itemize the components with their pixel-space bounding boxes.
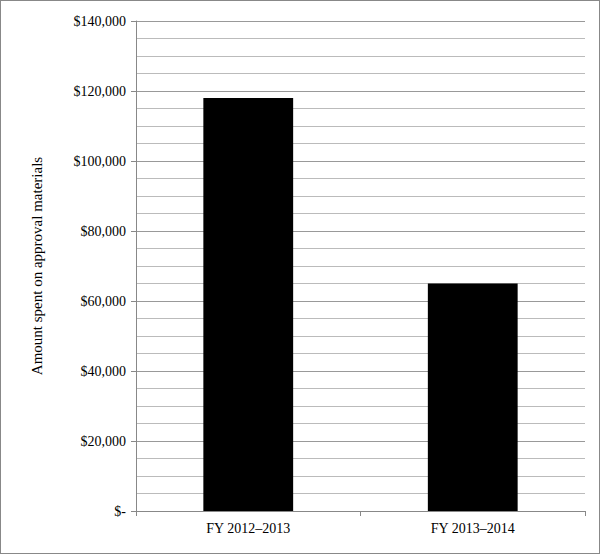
svg-text:FY 2013–2014: FY 2013–2014 bbox=[431, 521, 515, 536]
svg-text:$140,000: $140,000 bbox=[74, 14, 127, 29]
svg-text:$100,000: $100,000 bbox=[74, 154, 127, 169]
svg-text:Amount spent on approval mater: Amount spent on approval materials bbox=[29, 157, 45, 375]
svg-text:$-: $- bbox=[114, 504, 126, 519]
svg-text:$120,000: $120,000 bbox=[74, 84, 127, 99]
svg-text:$40,000: $40,000 bbox=[81, 364, 127, 379]
svg-text:$60,000: $60,000 bbox=[81, 294, 127, 309]
svg-text:$80,000: $80,000 bbox=[81, 224, 127, 239]
svg-text:FY 2012–2013: FY 2012–2013 bbox=[206, 521, 290, 536]
svg-text:$20,000: $20,000 bbox=[81, 434, 127, 449]
